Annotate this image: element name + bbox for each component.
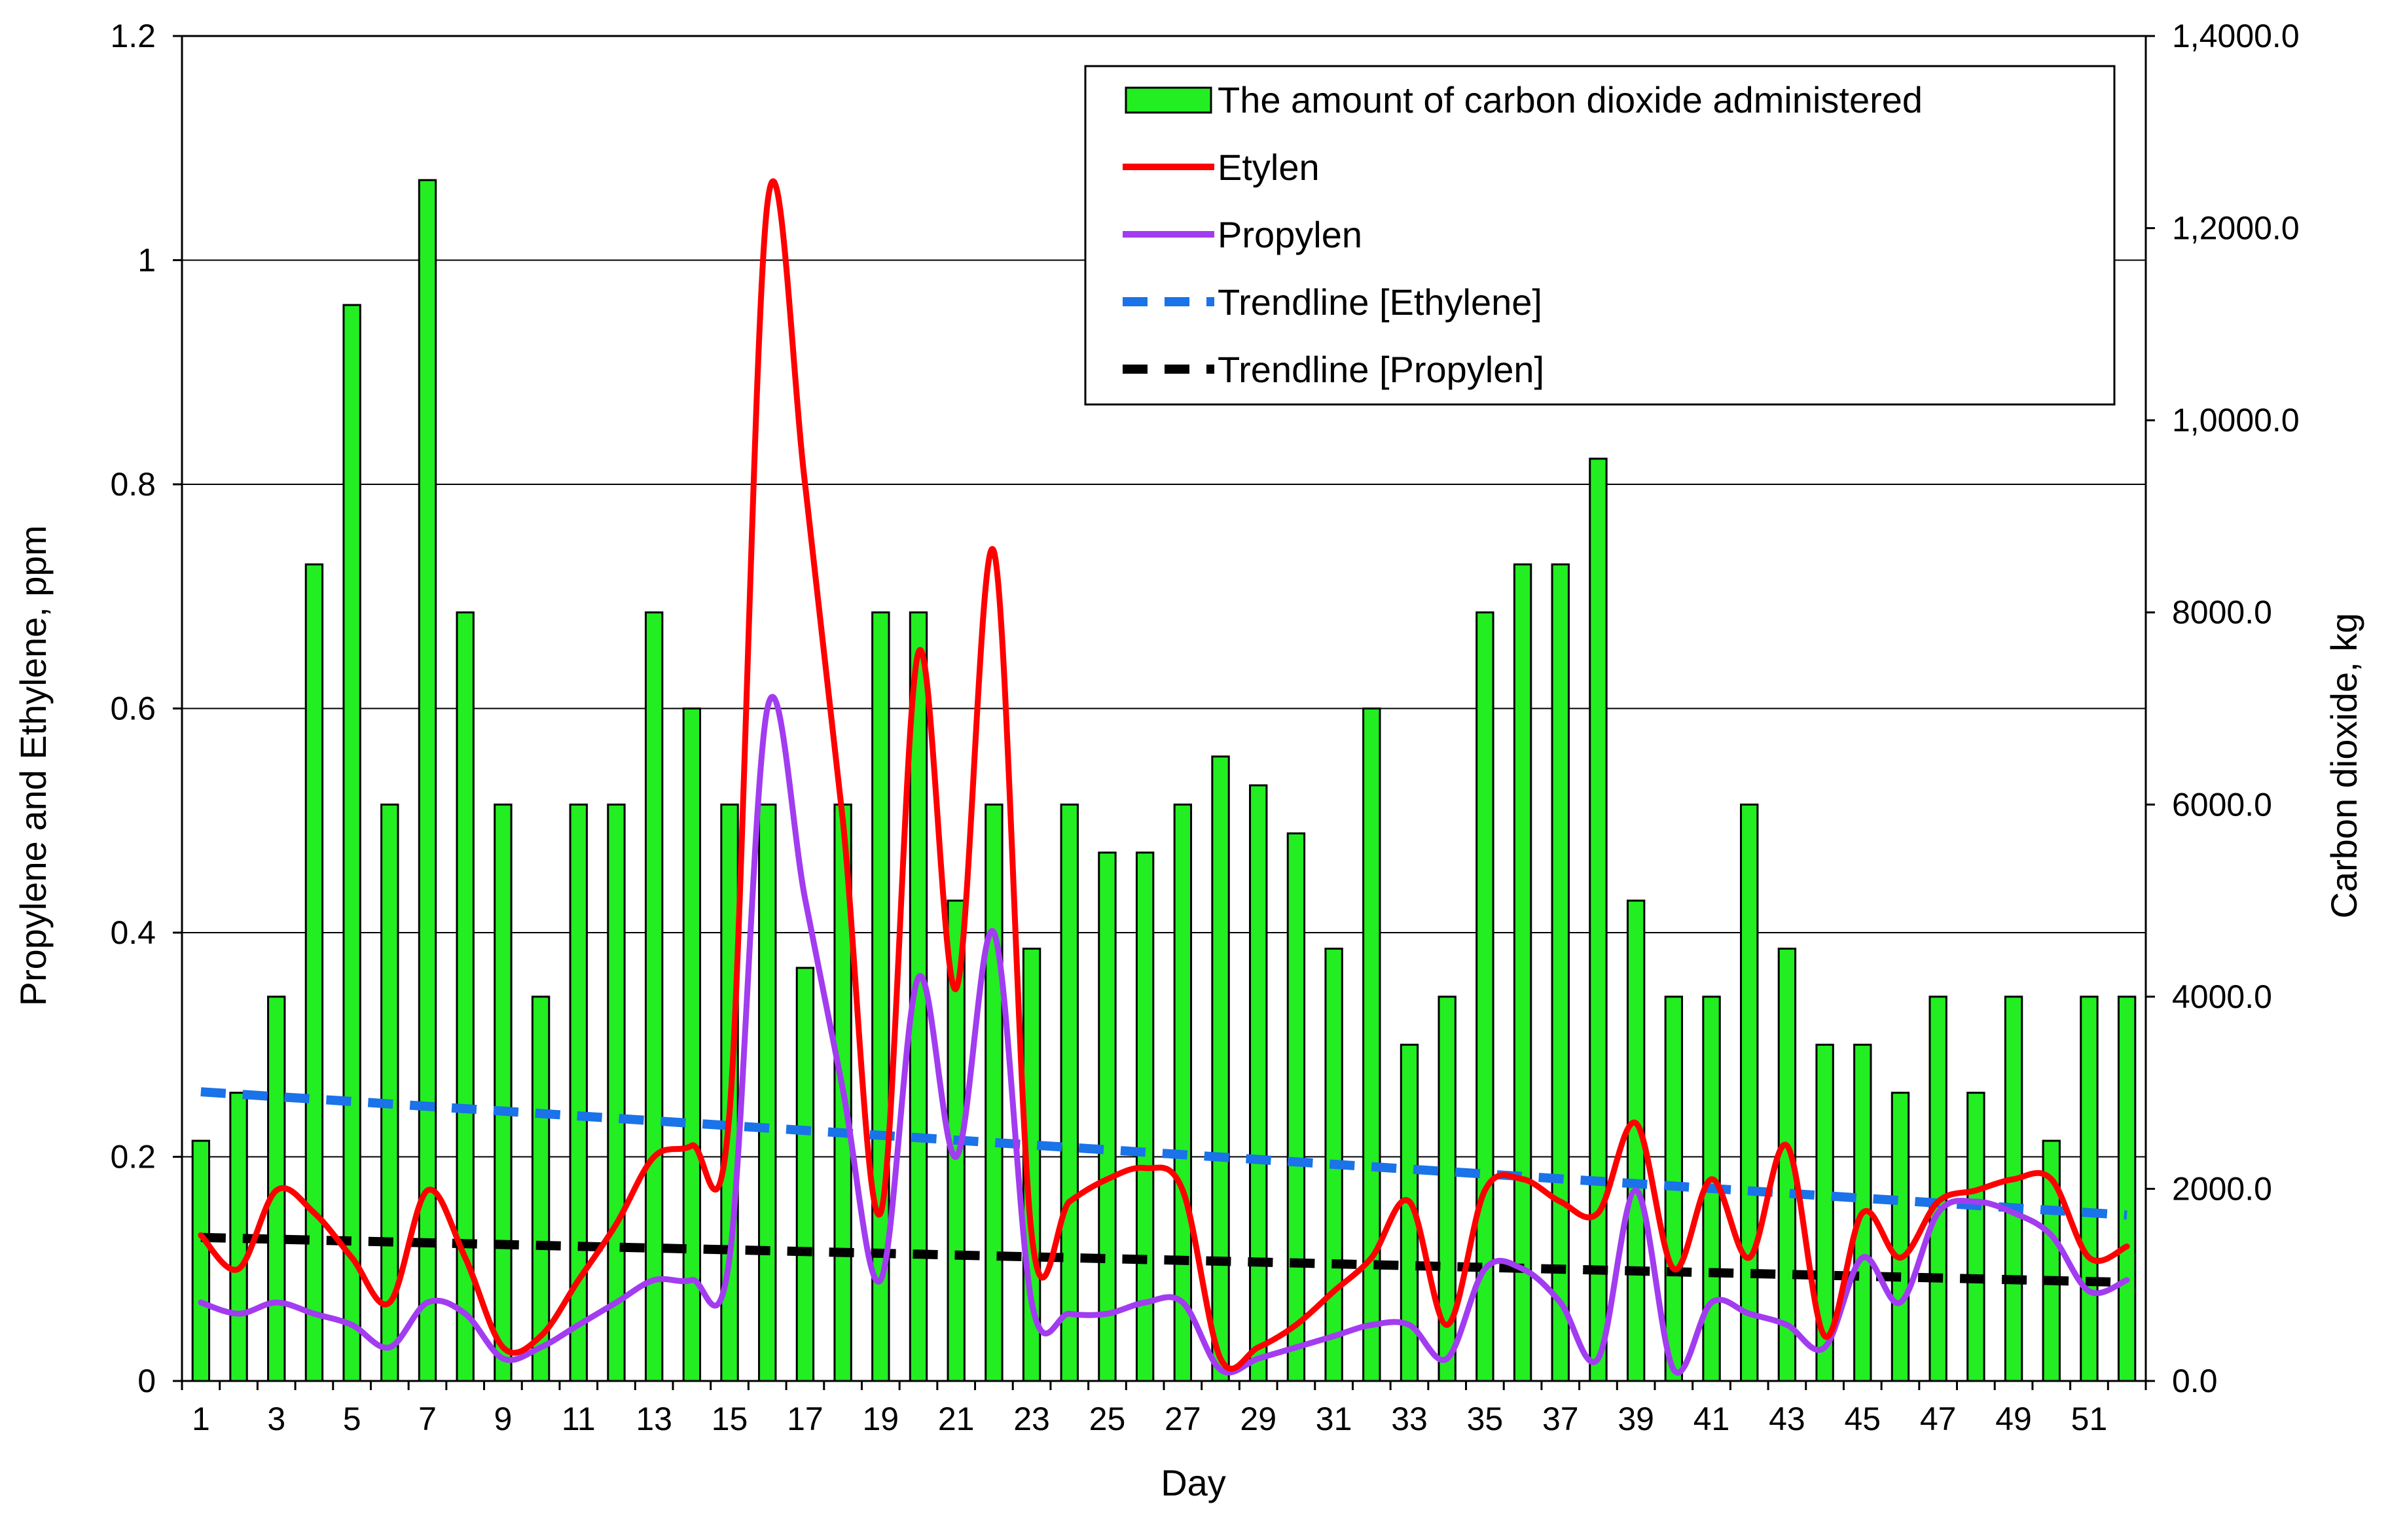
x-tick-label: 33: [1391, 1401, 1428, 1437]
left-axis-ticks: 0 0.2 0.4 0.6 0.8 1 1.2: [110, 18, 182, 1399]
legend-box: [1084, 65, 2116, 406]
legend-label-trend_propylene: Trendline [Propylen]: [1218, 349, 1544, 390]
legend-label-ethylene: Etylen: [1218, 147, 1320, 188]
left-tick-label: 1.2: [110, 18, 156, 54]
trend-ethylene-line: [200, 1087, 2127, 1220]
ethylene-line: [198, 178, 2130, 1372]
co2-bar: [2080, 995, 2099, 1382]
x-tick-label: 11: [562, 1401, 596, 1437]
co2-bar: [1589, 457, 1608, 1382]
x-tick-label: 37: [1542, 1401, 1579, 1437]
x-axis-ticks: 1 3 5 7 9 11 13 15 17 19 21 23 25 27 29 31 33 35 37 39 41 43 4…: [181, 1381, 2147, 1437]
x-tick-label: 5: [343, 1401, 361, 1437]
right-tick-label: 1,4000.0: [2172, 18, 2300, 54]
left-tick-label: 0.6: [110, 690, 156, 727]
co2-bar: [1740, 803, 1759, 1382]
co2-bar: [1513, 563, 1532, 1382]
co2-bar: [985, 803, 1004, 1382]
x-tick-label: 17: [787, 1401, 823, 1437]
x-tick-label: 47: [1920, 1401, 1957, 1437]
right-axis-title: Carbon dioxide, kg: [2323, 613, 2364, 919]
co2-bar: [795, 967, 815, 1382]
propylene-line: [198, 694, 2130, 1376]
x-tick-label: 1: [192, 1401, 210, 1437]
co2-bar: [1928, 995, 1947, 1382]
legend-label-trend_ethylene: Trendline [Ethylene]: [1218, 281, 1542, 323]
x-tick-label: 7: [418, 1401, 437, 1437]
left-tick-label: 0.8: [110, 466, 156, 503]
x-tick-label: 49: [1995, 1401, 2032, 1437]
co2-bar: [758, 803, 777, 1382]
legend: The amount of carbon dioxide administere…: [1084, 65, 2116, 406]
left-tick-label: 1: [137, 242, 156, 279]
right-tick-label: 1,0000.0: [2172, 402, 2300, 439]
legend-label-co2: The amount of carbon dioxide administere…: [1218, 79, 1923, 120]
x-tick-label: 27: [1165, 1401, 1201, 1437]
co2-bar: [494, 803, 513, 1382]
x-tick-label: 51: [2071, 1401, 2108, 1437]
x-tick-label: 25: [1089, 1401, 1126, 1437]
left-tick-label: 0.2: [110, 1139, 156, 1175]
x-tick-label: 31: [1316, 1401, 1352, 1437]
co2-bar: [1211, 755, 1230, 1382]
x-tick-label: 35: [1467, 1401, 1504, 1437]
co2-bar: [1249, 784, 1268, 1382]
co2-bar: [1060, 803, 1079, 1382]
right-tick-label: 2000.0: [2172, 1170, 2272, 1207]
x-tick-label: 39: [1618, 1401, 1654, 1437]
co2-bar: [2004, 995, 2023, 1382]
trend-propylene-line: [200, 1232, 2127, 1287]
left-axis-title: Propylene and Ethylene, ppm: [12, 526, 54, 1007]
co2-bar: [1890, 1092, 1910, 1382]
co2-bar: [607, 803, 626, 1382]
x-tick-label: 43: [1769, 1401, 1805, 1437]
co2-bar: [1362, 707, 1381, 1382]
co2-bar: [1286, 832, 1306, 1382]
x-tick-label: 3: [267, 1401, 285, 1437]
x-tick-label: 9: [494, 1401, 512, 1437]
x-tick-label: 29: [1240, 1401, 1276, 1437]
co2-bar: [304, 563, 324, 1382]
right-tick-label: 4000.0: [2172, 978, 2272, 1015]
legend-label-propylene: Propylen: [1218, 214, 1362, 255]
right-tick-label: 0.0: [2172, 1363, 2218, 1399]
co2-bar: [2117, 995, 2137, 1382]
co2-bar: [342, 304, 361, 1382]
legend-swatch-co2: [1125, 86, 1212, 114]
co2-bar: [531, 995, 551, 1382]
right-tick-label: 8000.0: [2172, 594, 2272, 631]
right-axis-ticks: 0.0 2000.0 4000.0 6000.0 8000.0 1,0000.0 1,200…: [2146, 18, 2300, 1399]
x-tick-label: 23: [1013, 1401, 1050, 1437]
co2-bar: [682, 707, 702, 1382]
left-tick-label: 0: [137, 1363, 156, 1399]
co2-bar: [1551, 563, 1570, 1382]
x-tick-label: 41: [1693, 1401, 1730, 1437]
co2-bar: [644, 611, 664, 1382]
x-tick-label: 45: [1844, 1401, 1881, 1437]
x-tick-label: 13: [636, 1401, 672, 1437]
right-tick-label: 1,2000.0: [2172, 210, 2300, 247]
x-tick-label: 21: [938, 1401, 975, 1437]
series-lines: [198, 178, 2130, 1376]
co2-bars: [191, 179, 2137, 1382]
co2-bar: [1098, 851, 1117, 1382]
x-axis-title: Day: [1161, 1462, 1226, 1503]
x-tick-label: 19: [862, 1401, 899, 1437]
co2-bar: [191, 1139, 211, 1382]
co2-bar: [1966, 1092, 1985, 1382]
right-tick-label: 6000.0: [2172, 786, 2272, 823]
left-tick-label: 0.4: [110, 914, 156, 951]
co2-bar: [418, 179, 437, 1382]
co2-bar: [1173, 803, 1193, 1382]
x-tick-label: 15: [712, 1401, 748, 1437]
